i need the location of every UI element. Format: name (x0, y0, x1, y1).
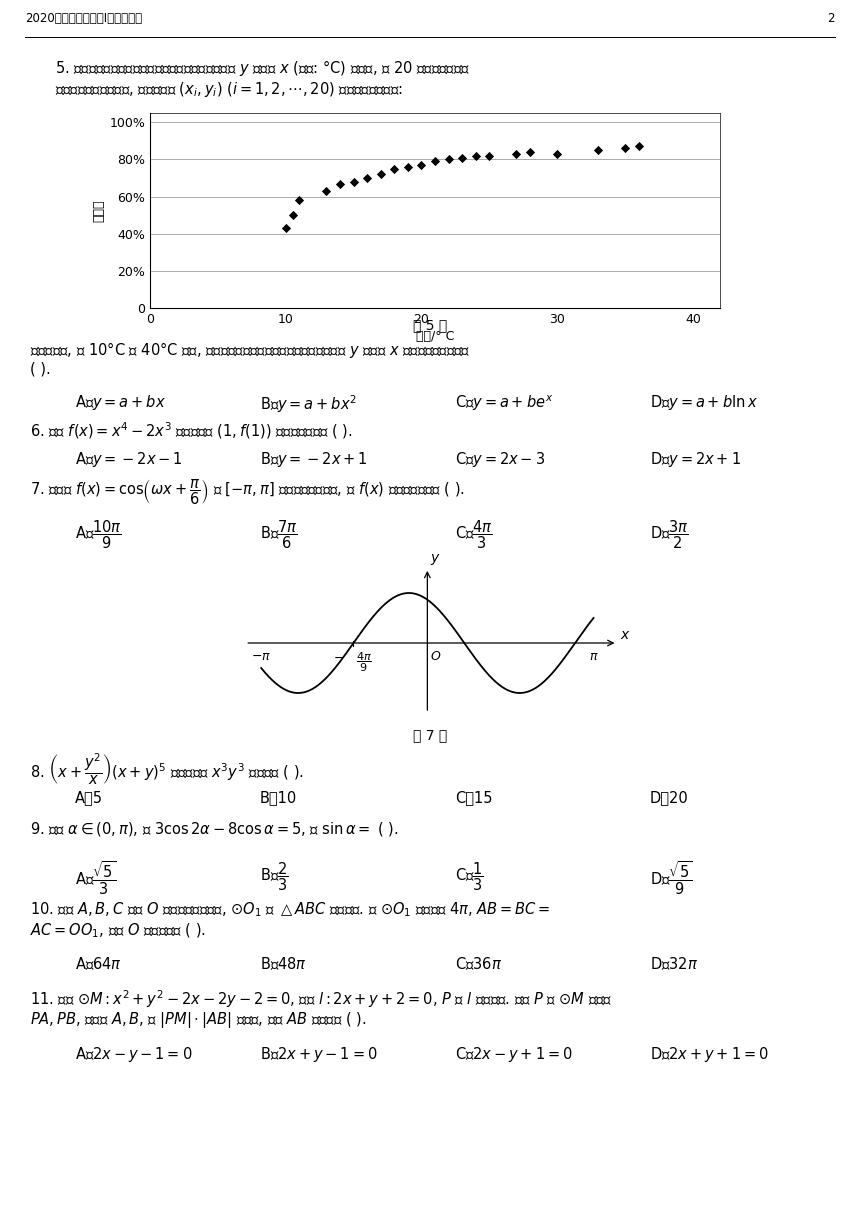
Text: D：20: D：20 (650, 790, 689, 805)
Point (428, 152, 442, 171)
Text: 5. 某校一个课外学习小组为研究某作物种子的发芽率 $y$ 和温度 $x$ (单位: °C) 的关系, 在 20 个不同的温度条: 5. 某校一个课外学习小组为研究某作物种子的发芽率 $y$ 和温度 $x$ (单… (55, 58, 470, 78)
Point (415, 156, 428, 175)
Text: $-$: $-$ (333, 651, 344, 664)
Text: D：$\dfrac{\sqrt{5}}{9}$: D：$\dfrac{\sqrt{5}}{9}$ (650, 860, 692, 897)
Text: 7. 设函数 $f(x) = \cos\!\left(\omega x + \dfrac{\pi}{6}\right)$ 在 $[-\pi, \pi]$ 的图像: 7. 设函数 $f(x) = \cos\!\left(\omega x + \d… (30, 477, 465, 507)
Point (469, 146, 482, 165)
Text: 题 5 图: 题 5 图 (413, 319, 447, 332)
Text: C：15: C：15 (455, 790, 493, 805)
Text: B：$\dfrac{7\pi}{6}$: B：$\dfrac{7\pi}{6}$ (260, 518, 298, 551)
Text: C：$\dfrac{4\pi}{3}$: C：$\dfrac{4\pi}{3}$ (455, 518, 493, 551)
Point (509, 145, 523, 164)
Text: D：$2x + y + 1 = 0$: D：$2x + y + 1 = 0$ (650, 1045, 769, 1064)
Text: 10. 已知 $A, B, C$ 为球 $O$ 的球面上的三个点, $\odot O_1$ 为 $\triangle ABC$ 的外接圆. 若 $\odot O: 10. 已知 $A, B, C$ 为球 $O$ 的球面上的三个点, $\odot… (30, 900, 550, 919)
Text: C：$2x - y + 1 = 0$: C：$2x - y + 1 = 0$ (455, 1045, 573, 1064)
Text: $\pi$: $\pi$ (589, 651, 599, 664)
Point (374, 164, 388, 184)
Text: B：$48\pi$: B：$48\pi$ (260, 955, 307, 972)
Text: A：$\dfrac{10\pi}{9}$: A：$\dfrac{10\pi}{9}$ (75, 518, 122, 551)
Text: $AC = OO_1$, 则球 $O$ 的表面积为 ( ).: $AC = OO_1$, 则球 $O$ 的表面积为 ( ). (30, 922, 206, 940)
Text: 2: 2 (827, 12, 835, 26)
Point (591, 140, 605, 159)
Text: B：10: B：10 (260, 790, 298, 805)
Point (387, 159, 401, 179)
Point (401, 157, 415, 176)
Text: B：$y = -2x + 1$: B：$y = -2x + 1$ (260, 450, 368, 469)
Text: A：5: A：5 (75, 790, 103, 805)
Text: 题 7 图: 题 7 图 (413, 728, 447, 742)
X-axis label: 温度/° C: 温度/° C (416, 330, 454, 343)
Point (632, 136, 646, 156)
Text: A：$y = -2x - 1$: A：$y = -2x - 1$ (75, 450, 182, 469)
Text: A：$2x - y - 1 = 0$: A：$2x - y - 1 = 0$ (75, 1045, 193, 1064)
Text: 件下进行种子发芽实验, 由实验数据 $(x_i, y_i)$ $(i = 1, 2, \cdots, 20)$ 得到下面的散点图:: 件下进行种子发芽实验, 由实验数据 $(x_i, y_i)$ $(i = 1, … (55, 80, 402, 98)
Point (333, 174, 347, 193)
Text: $x$: $x$ (620, 627, 630, 642)
Y-axis label: 发芽率: 发芽率 (92, 199, 105, 221)
Text: 8. $\left(x + \dfrac{y^2}{x}\right)(x + y)^5$ 的展开式中 $x^3y^3$ 的系数为 ( ).: 8. $\left(x + \dfrac{y^2}{x}\right)(x + … (30, 751, 304, 787)
Text: A：$\dfrac{\sqrt{5}}{3}$: A：$\dfrac{\sqrt{5}}{3}$ (75, 860, 116, 897)
Text: B：$y = a + bx^2$: B：$y = a + bx^2$ (260, 393, 357, 415)
Point (279, 219, 292, 238)
Text: B：$\dfrac{2}{3}$: B：$\dfrac{2}{3}$ (260, 860, 289, 893)
Text: A：$64\pi$: A：$64\pi$ (75, 955, 122, 972)
Text: $PA, PB$, 切点为 $A, B$, 当 $|PM| \cdot |AB|$ 最小时, 直线 $AB$ 的方程为 ( ).: $PA, PB$, 切点为 $A, B$, 当 $|PM| \cdot |AB|… (30, 1010, 366, 1030)
Text: D：$32\pi$: D：$32\pi$ (650, 955, 698, 972)
Text: C：$y = a + be^x$: C：$y = a + be^x$ (455, 393, 553, 412)
Text: B：$2x + y - 1 = 0$: B：$2x + y - 1 = 0$ (260, 1045, 378, 1064)
Text: $\dfrac{4\pi}{9}$: $\dfrac{4\pi}{9}$ (356, 651, 372, 674)
Text: $-\pi$: $-\pi$ (251, 651, 271, 664)
Point (286, 206, 299, 225)
Point (455, 148, 469, 168)
Point (482, 146, 496, 165)
Point (523, 142, 537, 162)
Text: $y$: $y$ (430, 552, 440, 567)
Text: A：$y = a + bx$: A：$y = a + bx$ (75, 393, 166, 412)
Text: D：$y = a + b\ln x$: D：$y = a + b\ln x$ (650, 393, 758, 412)
Text: 6. 函数 $f(x) = x^4 - 2x^3$ 的图像在点 $(1, f(1))$ 处的切线方程为 ( ).: 6. 函数 $f(x) = x^4 - 2x^3$ 的图像在点 $(1, f(1… (30, 420, 353, 440)
Text: C：$\dfrac{1}{3}$: C：$\dfrac{1}{3}$ (455, 860, 484, 893)
Point (320, 181, 334, 201)
Text: 由此散点图, 在 10°C 至 40°C 之间, 下面四个回归方程类型中最适宜作为发芽率 $y$ 和温度 $x$ 的回归方程类型的是: 由此散点图, 在 10°C 至 40°C 之间, 下面四个回归方程类型中最适宜作… (30, 340, 470, 360)
Point (292, 191, 306, 210)
Point (347, 171, 360, 191)
Point (618, 139, 632, 158)
Text: C：$y = 2x - 3$: C：$y = 2x - 3$ (455, 450, 545, 469)
Text: D：$\dfrac{3\pi}{2}$: D：$\dfrac{3\pi}{2}$ (650, 518, 689, 551)
Text: C：$36\pi$: C：$36\pi$ (455, 955, 502, 972)
Point (442, 150, 456, 169)
Point (550, 145, 564, 164)
Text: 9. 已知 $\alpha \in (0, \pi)$, 且 $3\cos 2\alpha - 8\cos\alpha = 5$, 则 $\sin\alpha : 9. 已知 $\alpha \in (0, \pi)$, 且 $3\cos 2\… (30, 820, 399, 838)
Text: 11. 已知 $\odot M: x^2 + y^2 - 2x - 2y - 2 = 0$, 直线 $l: 2x + y + 2 = 0$, $P$ 为 $l$: 11. 已知 $\odot M: x^2 + y^2 - 2x - 2y - 2… (30, 987, 612, 1009)
Text: $O$: $O$ (430, 651, 441, 664)
Text: ( ).: ( ). (30, 362, 51, 377)
Text: D：$y = 2x + 1$: D：$y = 2x + 1$ (650, 450, 741, 469)
Point (360, 168, 374, 187)
Text: 2020年高考数学全国I卷理科真题: 2020年高考数学全国I卷理科真题 (25, 12, 142, 26)
